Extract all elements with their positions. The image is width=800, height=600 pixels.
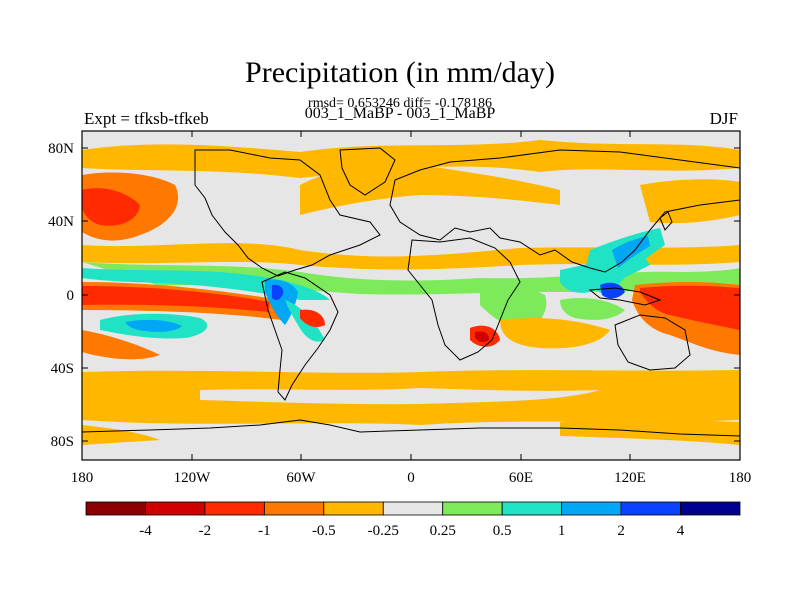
legend-label: 2 (617, 523, 625, 539)
y-tick-label: 40S (51, 361, 74, 377)
legend-label: 0.5 (493, 523, 512, 539)
indonesia-outline (588, 287, 662, 306)
north-america-outline (194, 149, 381, 277)
y-tick-label: 80N (48, 141, 74, 157)
legend-swatch (501, 501, 563, 516)
legend-label: -4 (139, 523, 152, 539)
x-tick-label: 180 (71, 470, 94, 486)
legend-swatch (85, 501, 146, 516)
africa-outline (407, 237, 521, 361)
y-tick-label: 80S (51, 434, 74, 450)
x-tick-label: 60W (286, 470, 316, 486)
legend-swatch (442, 501, 503, 516)
china-blue (612, 236, 650, 268)
legend-swatch (263, 501, 325, 516)
experiment-label: Expt = tfksb-tfkeb (84, 109, 209, 128)
legend-label: 4 (677, 523, 685, 539)
map-title: Precipitation (in mm/day) (245, 56, 555, 89)
runs-label: 003_1_MaBP - 003_1_MaBP (304, 105, 496, 122)
amazon-darkblue (272, 284, 284, 301)
legend-swatch (323, 501, 384, 516)
maritime-blue (600, 282, 625, 299)
west-pacific-red (640, 285, 740, 330)
legend-swatch (680, 501, 741, 516)
greenland-outline (339, 147, 396, 196)
x-tick-label: 180 (729, 470, 752, 486)
x-tick-label: 120E (614, 470, 646, 486)
equatorial-pacific-red (82, 286, 270, 312)
season-label: DJF (709, 109, 738, 128)
npac-west-red (82, 188, 140, 226)
north-atlantic-band (300, 163, 560, 215)
southern-ocean-inner (200, 388, 600, 405)
color-legend: -4 -2 -1 -0.5 -0.25 0.25 0.5 1 2 4 (85, 501, 741, 539)
brazil-red (300, 309, 325, 328)
madagascar-darkred (475, 331, 490, 343)
x-tick-label: 120W (174, 470, 212, 486)
coastlines (82, 147, 740, 437)
y-axis: 80N 40N 0 40S 80S (48, 141, 740, 450)
precipitation-field (82, 131, 740, 460)
y-tick-label: 0 (67, 288, 75, 304)
legend-swatch (145, 501, 206, 516)
south-pacific-orange (82, 330, 160, 360)
indian-ocean-orange (500, 318, 610, 349)
legend-label: 1 (558, 523, 566, 539)
eurasia-outline (389, 149, 740, 273)
legend-swatch (620, 501, 681, 516)
legend-label: -1 (258, 523, 271, 539)
legend-swatch (561, 501, 622, 516)
legend-swatch (204, 501, 265, 516)
west-antarctic-orange (82, 425, 160, 445)
stats-line: rmsd= 0.653246 diff= -0.178186 (308, 96, 492, 111)
x-axis: 180 120W 60W 0 60E 120E 180 (71, 131, 752, 486)
japan-outline (659, 211, 673, 231)
x-tick-label: 60E (509, 470, 533, 486)
legend-label: 0.25 (430, 523, 456, 539)
spcz-blue (125, 319, 182, 332)
antarctica-outline (82, 419, 740, 437)
north-pacific-band (640, 179, 740, 224)
legend-label: -0.25 (368, 523, 399, 539)
south-america-outline (261, 271, 339, 401)
x-tick-label: 0 (407, 470, 415, 486)
australia-outline (614, 314, 691, 371)
indian-ocean-green (560, 298, 625, 320)
y-tick-label: 40N (48, 214, 74, 230)
legend-label: -0.5 (312, 523, 336, 539)
legend-label: -2 (199, 523, 212, 539)
legend-swatch (382, 501, 444, 516)
arctic-band (82, 140, 740, 178)
